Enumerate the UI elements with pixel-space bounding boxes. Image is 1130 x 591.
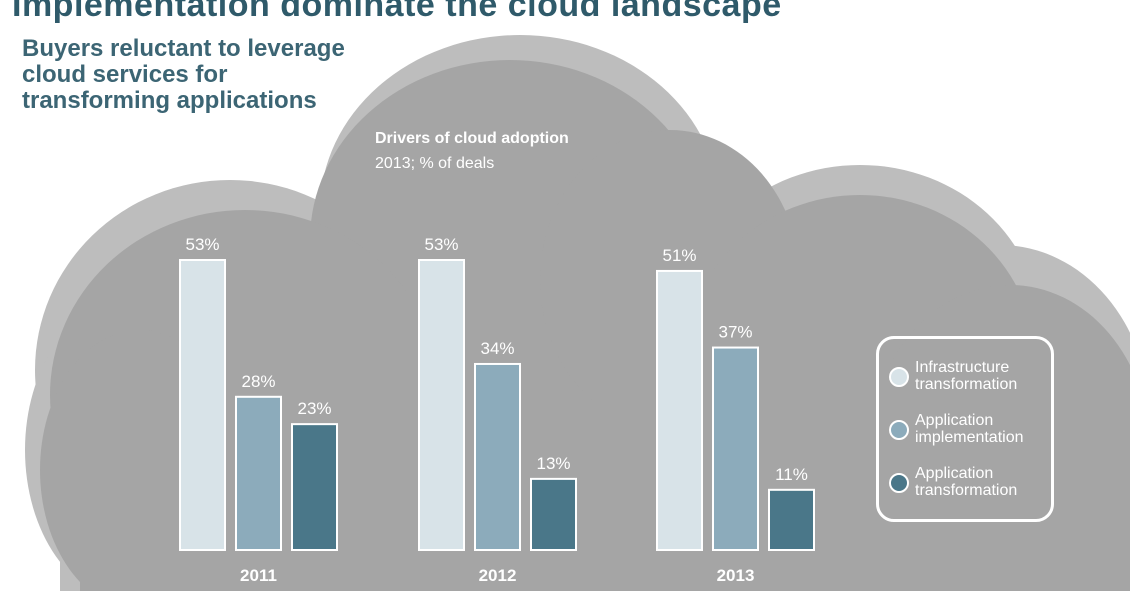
bar-application-transformation-2012	[530, 477, 577, 551]
legend-swatch-circle-icon	[889, 473, 909, 493]
data-label: 11%	[775, 465, 808, 484]
chart-title: Drivers of cloud adoption	[375, 130, 569, 147]
data-label: 28%	[241, 372, 275, 391]
data-label: 51%	[662, 246, 696, 265]
data-label: 37%	[718, 323, 752, 342]
bar-application-implementation-2011	[235, 395, 282, 551]
x-tick-label: 2013	[717, 566, 755, 585]
data-label: 23%	[297, 399, 331, 418]
slide-subheading: Buyers reluctant to leverage cloud servi…	[22, 35, 345, 114]
bar-application-transformation-2011	[291, 423, 338, 551]
x-tick-label: 2011	[240, 566, 277, 585]
chart-legend: Infrastructure transformation Applicatio…	[876, 336, 1054, 522]
legend-swatch-circle-icon	[889, 420, 909, 440]
bar-infrastructure-transformation-2012	[418, 259, 465, 551]
legend-label: Application transformation	[915, 465, 1018, 499]
legend-label: Application implementation	[915, 412, 1024, 446]
data-label: 34%	[480, 339, 514, 358]
data-label: 53%	[185, 235, 219, 254]
x-tick-label: 2012	[479, 566, 517, 585]
slide-heading: Implementation dominate the cloud landsc…	[12, 0, 782, 24]
legend-label: Infrastructure transformation	[915, 359, 1018, 393]
data-label: 13%	[536, 454, 570, 473]
bar-application-transformation-2013	[768, 488, 815, 551]
bar-infrastructure-transformation-2013	[656, 269, 703, 551]
bar-application-implementation-2013	[712, 346, 759, 552]
chart-subtitle: 2013; % of deals	[375, 155, 495, 172]
data-label: 53%	[424, 235, 458, 254]
bar-application-implementation-2012	[474, 362, 521, 551]
legend-swatch-circle-icon	[889, 367, 909, 387]
bar-infrastructure-transformation-2011	[179, 259, 226, 551]
